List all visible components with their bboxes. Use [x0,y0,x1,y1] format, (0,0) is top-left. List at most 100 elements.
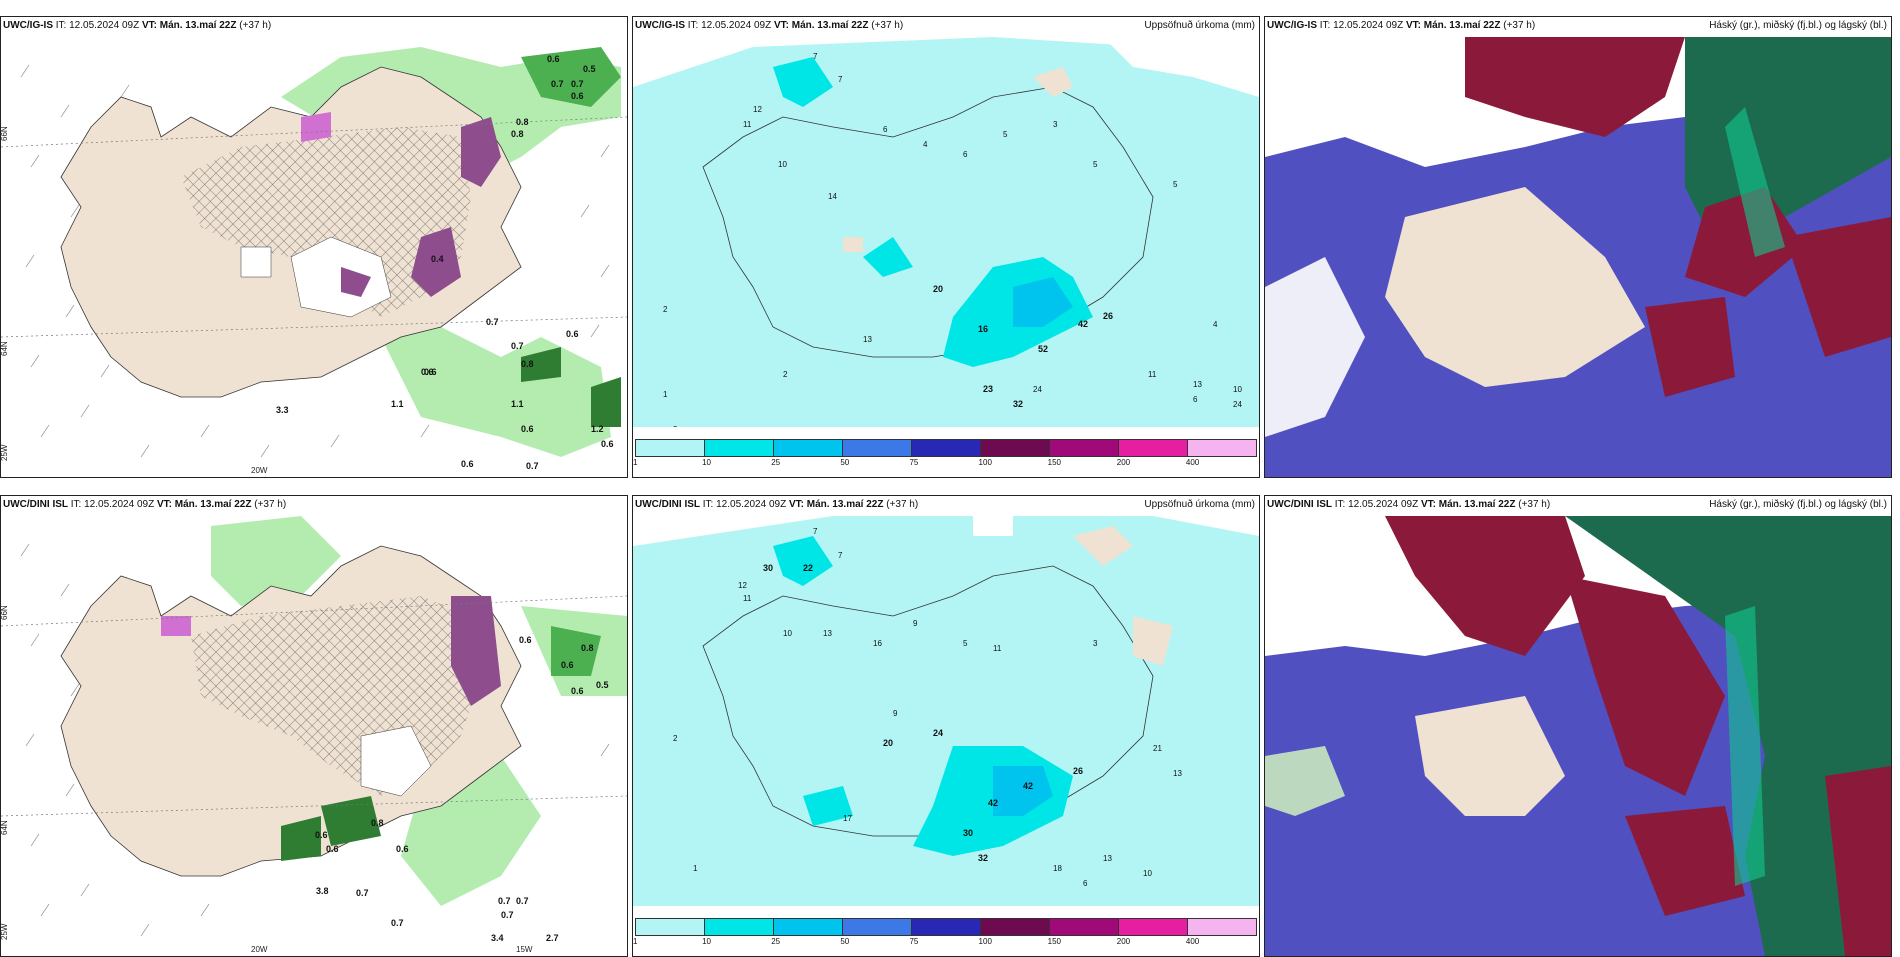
rate-label: 1.2 [591,424,604,434]
rate-label: 0.4 [431,254,444,264]
sleet-area [461,117,501,187]
accum-label: 24 [1233,400,1242,409]
lat-64-label: 64N [1,341,9,356]
colorbar-swatches [635,439,1257,457]
panel-row2-precip-type: UWC/DINI ISL IT: 12.05.2024 09Z VT: Mán.… [0,495,628,957]
accum-label: 13 [1103,854,1112,863]
rate-label: 0.7 [571,79,584,89]
colorbar-swatch [1119,919,1188,935]
accum-precip-map[interactable]: 7 7 30 22 12 11 10 13 16 9 5 11 3 24 20 … [633,516,1259,906]
colorbar: 1 10 25 50 75 100 150 200 400 [633,918,1257,954]
colorbar-swatch [981,919,1050,935]
panel-right-title: Háský (gr.), miðský (fj.bl.) og lágský (… [1709,20,1887,31]
accum-label: 23 [983,384,993,394]
accum-label: 32 [1013,399,1023,409]
rate-label: 0.6 [601,439,614,449]
accum-label: 52 [1038,344,1048,354]
colorbar-swatch [912,440,981,456]
colorbar-swatch [774,919,843,935]
rate-label: 0.7 [511,341,524,351]
rate-label: 0.6 [424,367,437,377]
moderate-rain-area [521,47,621,107]
colorbar-tick-label: 10 [702,458,712,467]
panel-title: UWC/DINI ISL IT: 12.05.2024 09Z VT: Mán.… [1267,499,1550,510]
model-name: UWC/IG-IS [635,20,685,31]
accum-label: 24 [1033,385,1042,394]
rate-labels: 0.6 0.5 0.7 0.7 0.6 0.8 0.8 0.7 0.6 0.7 … [276,54,614,471]
accum-label: 4 [923,140,928,149]
colorbar-swatch [705,440,774,456]
lat-66-label: 66N [1,126,9,141]
panel-title: UWC/IG-IS IT: 12.05.2024 09Z VT: Mán. 13… [635,20,903,31]
panel-row1-clouds: UWC/IG-IS IT: 12.05.2024 09Z VT: Mán. 13… [1264,16,1892,478]
panel-title: UWC/IG-IS IT: 12.05.2024 09Z VT: Mán. 13… [3,20,271,31]
accum-label: 7 [813,52,818,61]
rate-label: 0.7 [498,896,511,906]
colorbar-swatch [843,919,912,935]
accum-labels: 7 7 30 22 12 11 10 13 16 9 5 11 3 24 20 … [673,527,1182,888]
init-time: IT: 12.05.2024 09Z [702,499,787,510]
rate-label: 0.7 [356,888,369,898]
rate-label: 3.4 [491,933,504,943]
wind-barbs [20,64,610,458]
rate-label: 3.8 [316,886,329,896]
accum-label: 5 [1003,130,1008,139]
rate-label: 0.7 [526,461,539,471]
cloud-map[interactable] [1265,516,1891,956]
accum-label: 3 [673,425,678,427]
valid-time: VT: Mán. 13.maí 22Z [141,20,237,31]
precip-type-map[interactable]: 66N 64N 25W 20W 15W 0.6 0.8 0.6 0.5 0.6 … [1,516,627,956]
lead-time: (+37 h) [886,499,919,510]
rate-label: 2.7 [546,933,559,943]
accum-label: 13 [1193,380,1202,389]
panel-right-title: Uppsöfnuð úrkoma (mm) [1144,20,1255,31]
colorbar-swatch [1188,440,1256,456]
colorbar-tick-label: 50 [840,937,850,946]
panel-right-title: Háský (gr.), miðský (fj.bl.) og lágský (… [1709,499,1887,510]
accum-label: 24 [933,728,943,738]
accum-label: 12 [738,581,747,590]
lead-time: (+37 h) [1503,20,1536,31]
model-name: UWC/DINI ISL [1267,499,1332,510]
accum-label: 42 [1078,319,1088,329]
panel-title: UWC/IG-IS IT: 12.05.2024 09Z VT: Mán. 13… [1267,20,1535,31]
precip-type-map[interactable]: 66N 64N 25W 20W 0.6 0.5 0.7 0.7 0.6 0.8 … [1,37,627,477]
model-name: UWC/DINI ISL [3,499,68,510]
colorbar-tick-label: 75 [909,458,919,467]
accum-label: 7 [838,551,843,560]
colorbar-tick-label: 1 [633,937,638,946]
rate-label: 0.6 [521,424,534,434]
rate-label: 3.3 [276,405,289,415]
accum-label: 11 [743,594,752,603]
rate-label: 0.6 [571,686,584,696]
accum-precip-map[interactable]: 7 7 12 11 10 14 6 4 6 5 3 5 2 16 20 23 3… [633,37,1259,427]
rate-label: 0.6 [461,459,474,469]
accum-label: 6 [1083,879,1088,888]
colorbar-swatches [635,918,1257,936]
rate-labels: 0.6 0.8 0.6 0.5 0.6 0.6 0.6 0.8 0.6 0.7 … [315,635,609,943]
rate-label: 0.6 [561,660,574,670]
rate-label: 0.7 [501,910,514,920]
cloud-map[interactable] [1265,37,1891,477]
colorbar-ticks: 1 10 25 50 75 100 150 200 400 [633,457,1257,469]
init-time: IT: 12.05.2024 09Z [1319,20,1404,31]
snow-hatch-area [181,127,471,317]
lon-25-label: 25W [1,923,9,940]
colorbar-ticks: 1 10 25 50 75 100 150 200 400 [633,936,1257,948]
accum-label: 22 [803,563,813,573]
rate-label: 0.8 [521,359,534,369]
rate-label: 0.7 [391,918,404,928]
accum-label: 1 [663,390,668,399]
panel-row1-accum-precip: UWC/IG-IS IT: 12.05.2024 09Z VT: Mán. 13… [632,16,1260,478]
lon-20-label: 20W [251,466,268,475]
accum-label: 20 [933,284,943,294]
accum-label: 4 [1213,320,1218,329]
colorbar-tick-label: 100 [978,937,992,946]
rate-label: 0.7 [516,896,529,906]
colorbar-swatch [636,919,705,935]
valid-time: VT: Mán. 13.maí 22Z [1420,499,1516,510]
accum-label: 16 [873,639,882,648]
colorbar-tick-label: 400 [1185,458,1200,467]
lon-25-label: 25W [1,444,9,461]
colorbar-swatch [1050,440,1119,456]
